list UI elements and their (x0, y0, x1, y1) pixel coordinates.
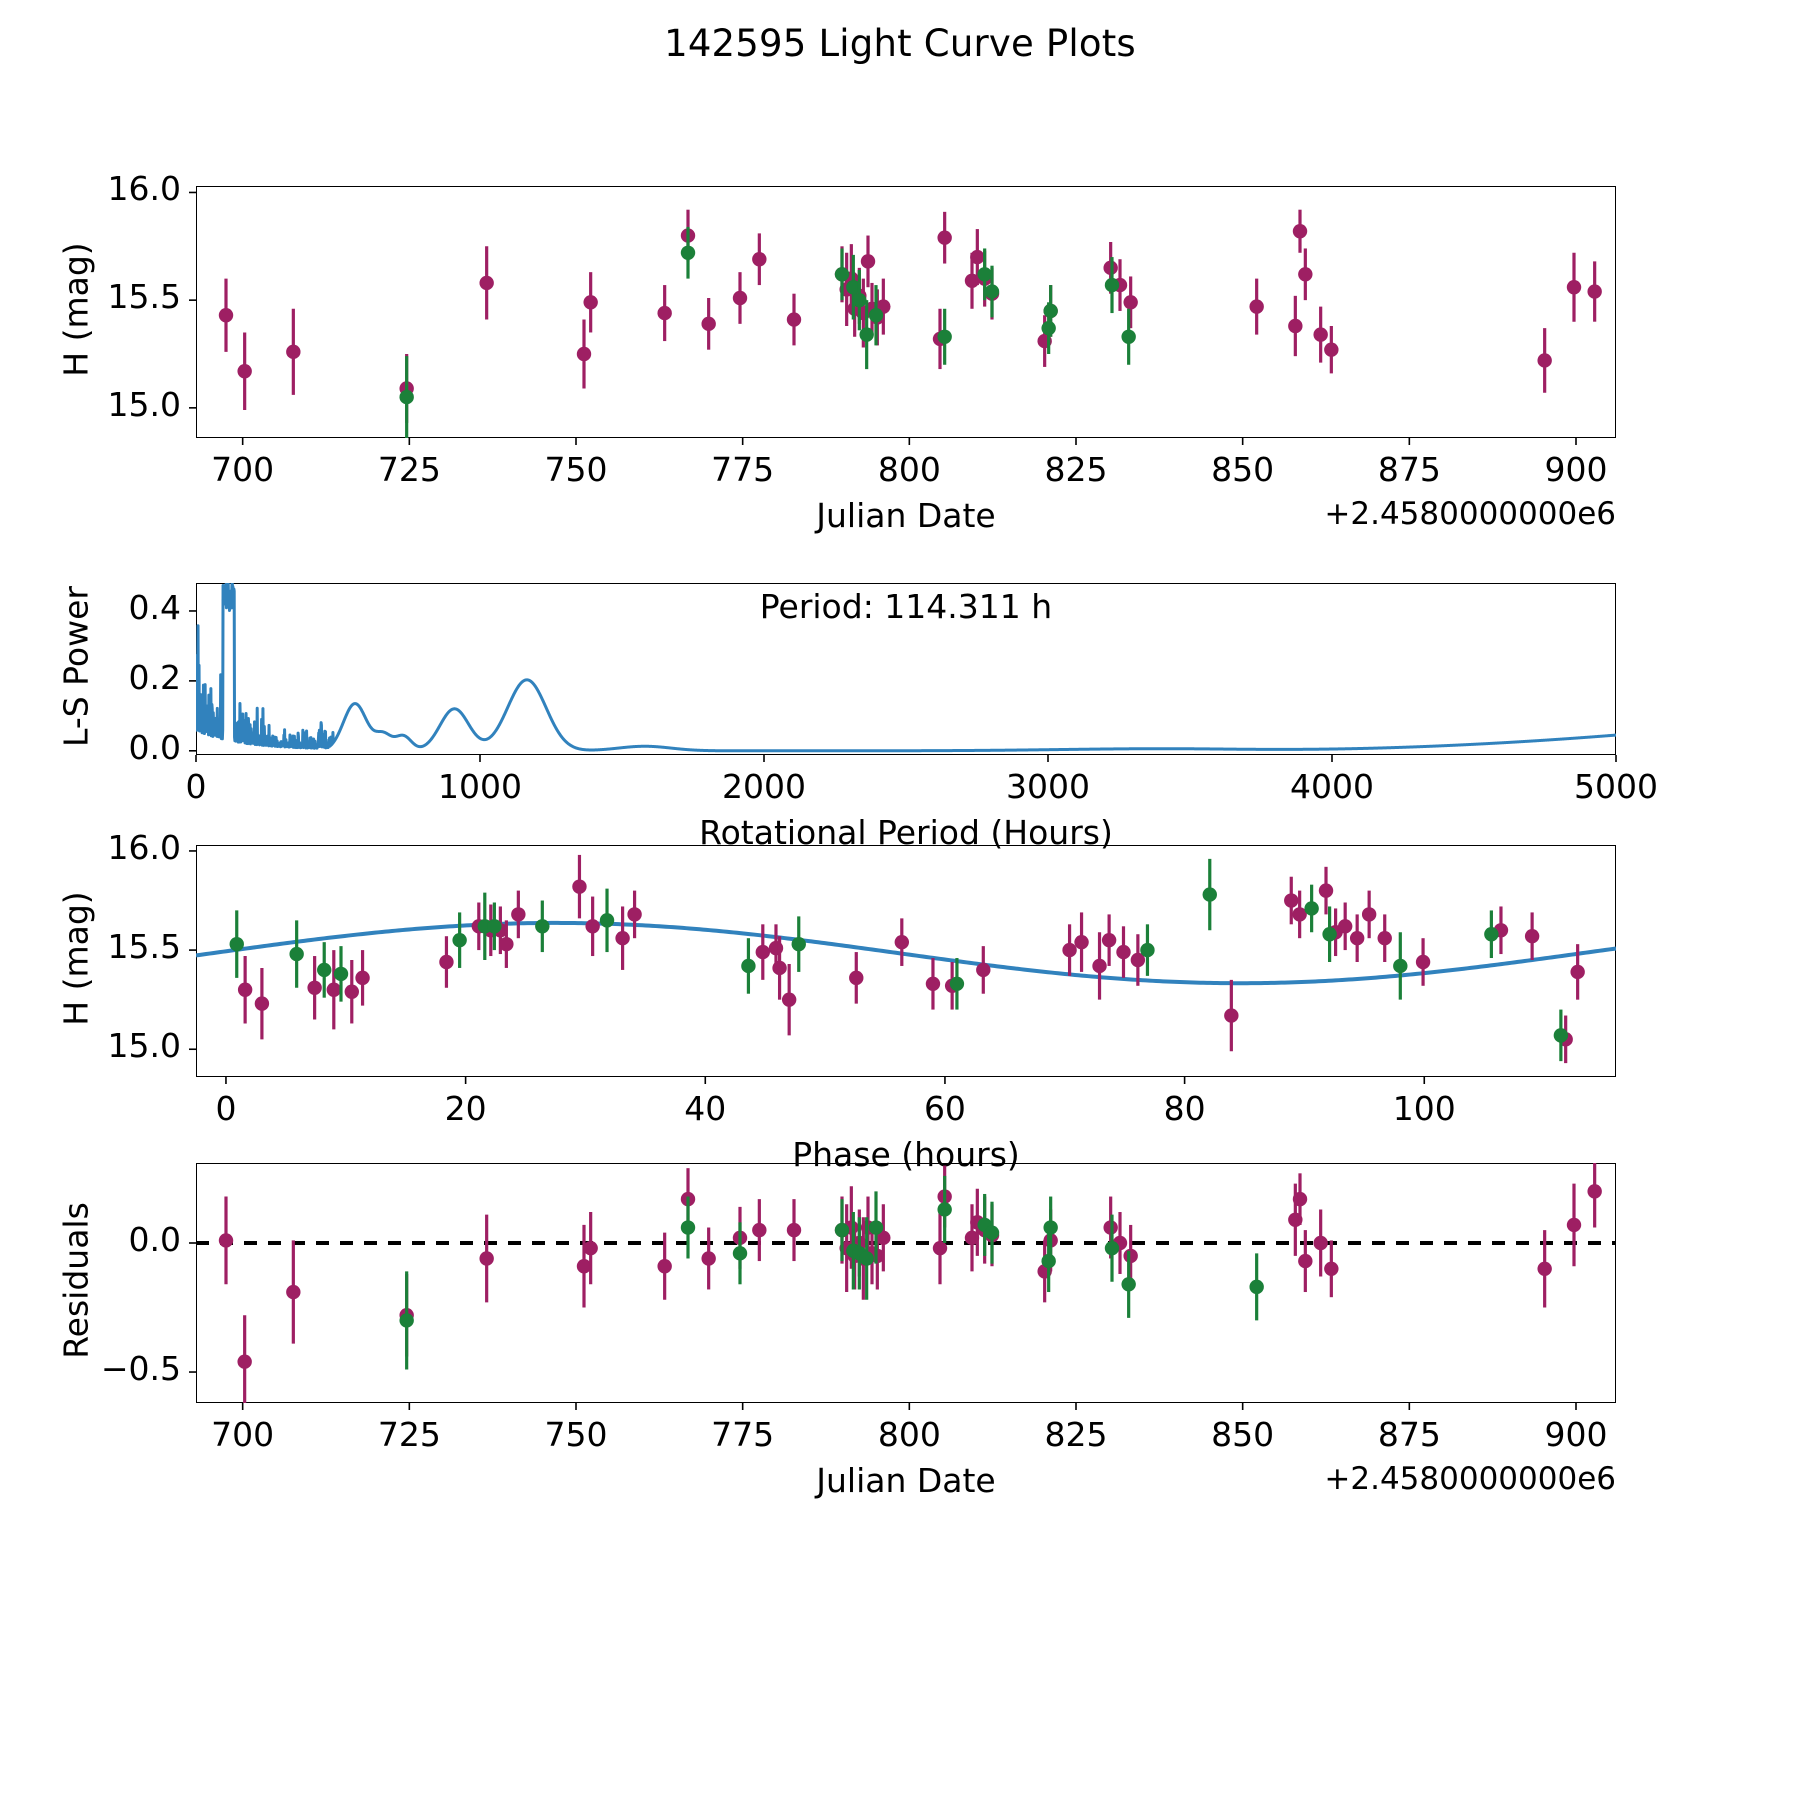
xtick-lightcurve-3: 775 (711, 450, 775, 489)
xtick-lightcurve-5: 825 (1044, 450, 1108, 489)
xtick-periodogram-0: 0 (185, 767, 207, 806)
ytick-periodogram-2: 0.4 (128, 587, 181, 627)
x-offset-label-residuals: +2.4580000000e6 (1324, 1461, 1616, 1497)
xlabel-residuals: Julian Date (816, 1461, 996, 1500)
xtick-lightcurve-7: 875 (1377, 450, 1441, 489)
xtick-lightcurve-8: 900 (1544, 450, 1608, 489)
xlabel-phase_folded: Phase (hours) (792, 1135, 1020, 1174)
xtick-lightcurve-1: 725 (377, 450, 441, 489)
xtick-phase_folded-3: 60 (923, 1089, 966, 1128)
xlabel-lightcurve: Julian Date (816, 496, 996, 535)
xtick-residuals-8: 900 (1544, 1415, 1608, 1454)
xtick-residuals-7: 875 (1377, 1415, 1441, 1454)
ytick-phase_folded-1: 15.5 (107, 927, 181, 967)
xtick-residuals-5: 825 (1044, 1415, 1108, 1454)
ytick-phase_folded-2: 16.0 (107, 827, 181, 867)
xtick-periodogram-4: 4000 (1290, 767, 1374, 806)
annotation-periodogram: Period: 114.311 h (759, 587, 1053, 626)
xtick-phase_folded-1: 20 (444, 1089, 487, 1128)
xtick-periodogram-5: 5000 (1574, 767, 1658, 806)
ylabel-residuals: Residuals (56, 1202, 96, 1359)
xtick-periodogram-3: 3000 (1006, 767, 1090, 806)
xtick-phase_folded-0: 0 (215, 1089, 237, 1128)
xtick-residuals-0: 700 (211, 1415, 275, 1454)
xtick-residuals-6: 850 (1211, 1415, 1275, 1454)
x-offset-label-lightcurve: +2.4580000000e6 (1324, 496, 1616, 532)
plot-frame-lightcurve (196, 186, 1616, 438)
ytick-periodogram-1: 0.2 (128, 657, 181, 697)
ytick-lightcurve-0: 15.0 (107, 384, 181, 424)
xtick-lightcurve-0: 700 (211, 450, 275, 489)
xtick-phase_folded-4: 80 (1163, 1089, 1206, 1128)
ytick-periodogram-0: 0.0 (128, 727, 181, 767)
ytick-lightcurve-2: 16.0 (107, 169, 181, 209)
xtick-lightcurve-4: 800 (877, 450, 941, 489)
xtick-residuals-3: 775 (711, 1415, 775, 1454)
xtick-phase_folded-2: 40 (684, 1089, 727, 1128)
plot-frame-residuals (196, 1163, 1616, 1403)
ytick-residuals-1: 0.0 (128, 1220, 181, 1259)
xtick-lightcurve-6: 850 (1211, 450, 1275, 489)
xtick-residuals-4: 800 (877, 1415, 941, 1454)
xtick-lightcurve-2: 750 (544, 450, 608, 489)
ytick-lightcurve-1: 15.5 (107, 277, 181, 317)
xtick-phase_folded-5: 100 (1392, 1089, 1456, 1128)
xtick-residuals-2: 750 (544, 1415, 608, 1454)
ytick-phase_folded-0: 15.0 (107, 1026, 181, 1066)
figure-title: 142595 Light Curve Plots (664, 22, 1136, 65)
xtick-periodogram-1: 1000 (438, 767, 522, 806)
xtick-residuals-1: 725 (377, 1415, 441, 1454)
xtick-periodogram-2: 2000 (722, 767, 806, 806)
ytick-residuals-0: −0.5 (100, 1349, 181, 1389)
